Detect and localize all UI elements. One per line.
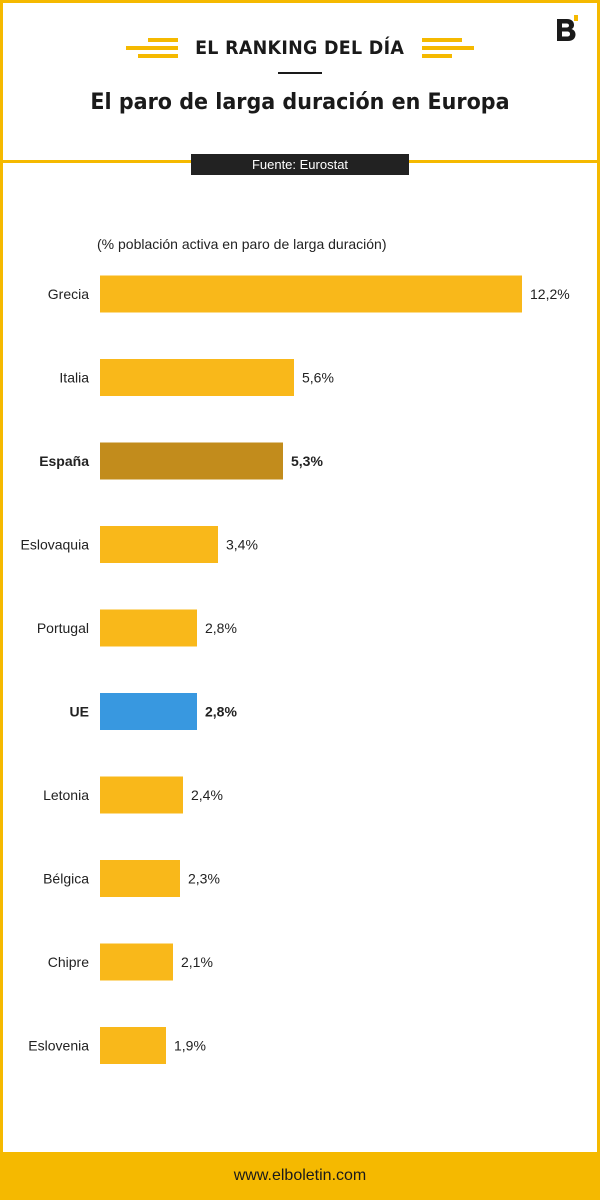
bar-ue (100, 693, 197, 730)
value-label-eslovaquia: 3,4% (226, 537, 258, 553)
category-label-portugal: Portugal (37, 620, 89, 636)
header: EL RANKING DEL DÍA El paro de larga dura… (0, 0, 600, 163)
value-label-letonia: 2,4% (191, 787, 223, 803)
category-label-espana: España (39, 453, 89, 469)
bar-chipre (100, 943, 173, 981)
boletin-logo-icon (557, 15, 578, 41)
bar-belgica (100, 860, 180, 897)
category-label-ue: UE (70, 704, 89, 720)
value-label-ue: 2,8% (205, 704, 237, 720)
stripes-right-icon (421, 38, 474, 58)
value-label-portugal: 2,8% (205, 620, 237, 636)
category-label-eslovenia: Eslovenia (28, 1038, 89, 1054)
page-title: El paro de larga duración en Europa (90, 90, 510, 115)
footer-url[interactable]: www.elboletin.com (233, 1167, 367, 1184)
value-label-grecia: 12,2% (530, 286, 570, 302)
source-badge: Fuente: Eurostat (191, 154, 409, 175)
stripes-left-icon (126, 38, 179, 58)
brand-title: EL RANKING DEL DÍA (195, 37, 405, 59)
chart-subtitle: (% población activa en paro de larga dur… (97, 236, 387, 252)
bar-eslovenia (100, 1027, 166, 1064)
header-divider (278, 72, 322, 74)
category-label-italia: Italia (59, 370, 89, 386)
value-label-italia: 5,6% (302, 370, 334, 386)
value-label-chipre: 2,1% (181, 954, 213, 970)
footer: www.elboletin.com (0, 1152, 600, 1200)
category-label-chipre: Chipre (48, 954, 89, 970)
bar-italia (100, 359, 294, 396)
bar-eslovaquia (100, 526, 218, 563)
bar-grecia (100, 275, 522, 313)
bar-espana (100, 442, 283, 480)
category-label-grecia: Grecia (48, 286, 89, 302)
value-label-belgica: 2,3% (188, 871, 220, 887)
bar-chart: Grecia 12,2% Italia 5,6% España 5,3% Eslovaqui… (21, 275, 570, 1064)
bar-portugal (100, 609, 197, 647)
category-label-belgica: Bélgica (43, 871, 89, 887)
brand-row: EL RANKING DEL DÍA (0, 30, 600, 66)
bar-letonia (100, 776, 183, 814)
value-label-espana: 5,3% (291, 453, 323, 469)
value-label-eslovenia: 1,9% (174, 1038, 206, 1054)
category-label-letonia: Letonia (43, 787, 89, 803)
category-label-eslovaquia: Eslovaquia (21, 537, 90, 553)
